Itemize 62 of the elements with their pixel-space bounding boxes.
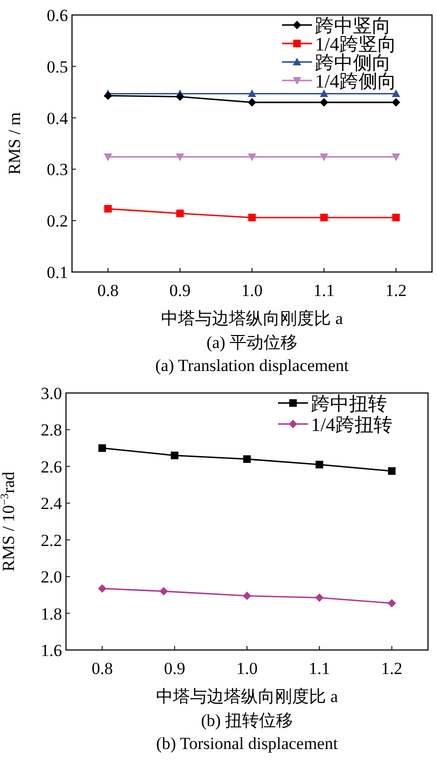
y-axis-title: RMS / m — [5, 112, 24, 175]
point — [320, 98, 328, 107]
legend-label: 1/4跨侧向 — [315, 72, 396, 92]
y-tick-label: 1.6 — [40, 641, 62, 660]
point — [392, 154, 400, 162]
point — [248, 98, 256, 107]
point — [392, 89, 400, 97]
y-tick-label: 0.3 — [46, 160, 68, 180]
x-axis-title: 中塔与边塔纵向刚度比 a — [156, 687, 338, 706]
y-tick-label: 2.4 — [40, 494, 62, 514]
point — [176, 154, 184, 162]
x-tick-label: 1.2 — [385, 281, 407, 300]
x-tick-label: 1.0 — [236, 659, 258, 678]
point — [248, 89, 256, 97]
x-tick-label: 0.9 — [169, 281, 191, 300]
y-tick-label: 0.5 — [46, 57, 68, 76]
point — [316, 460, 324, 468]
y-tick-label: 2.2 — [40, 530, 62, 550]
point — [242, 592, 252, 600]
x-tick-label: 0.8 — [97, 281, 119, 300]
point — [320, 214, 328, 222]
point — [248, 214, 256, 222]
x-tick-label: 0.8 — [92, 659, 113, 678]
point — [248, 154, 256, 162]
point — [320, 89, 328, 97]
x-axis-title: 中塔与边塔纵向刚度比 a — [161, 309, 344, 328]
point — [315, 593, 324, 602]
x-tick-label: 0.9 — [164, 659, 186, 678]
point — [98, 584, 106, 593]
y-tick-label: 1.8 — [40, 604, 62, 624]
text: (a) Translation displacement — [155, 356, 350, 375]
point — [392, 214, 400, 222]
y-tick-label: 0.2 — [46, 212, 68, 231]
y-tick-label: 2.8 — [40, 420, 62, 440]
x-tick-label: 1.1 — [313, 281, 335, 300]
legend-label: 跨中扭转 — [311, 394, 387, 415]
y-tick-label: 0.1 — [46, 263, 68, 282]
y-tick-label: 2.0 — [40, 568, 62, 587]
x-tick-label: 1.2 — [381, 659, 402, 678]
x-tick-label: 1.1 — [308, 659, 330, 678]
y-tick-label: 0.6 — [46, 6, 68, 25]
point — [104, 92, 112, 100]
text: (b) 扭转位移 — [200, 711, 294, 730]
point — [104, 154, 112, 162]
point — [98, 444, 106, 452]
x-tick-label: 1.0 — [241, 281, 263, 300]
point — [170, 452, 178, 460]
y-tick-label: 2.6 — [40, 457, 62, 476]
point — [392, 98, 400, 107]
point — [176, 210, 184, 218]
y-tick-label: 3.0 — [40, 384, 62, 403]
point — [388, 598, 396, 608]
point — [243, 455, 251, 463]
text: (a) 平动位移 — [206, 333, 298, 352]
point — [388, 467, 396, 475]
text: (b) Torsional displacement — [156, 734, 338, 753]
point — [176, 92, 184, 101]
point — [160, 587, 168, 596]
point — [104, 204, 112, 213]
point — [320, 154, 328, 162]
y-tick-label: 0.4 — [46, 108, 68, 128]
legend-label: 1/4跨扭转 — [311, 415, 392, 436]
